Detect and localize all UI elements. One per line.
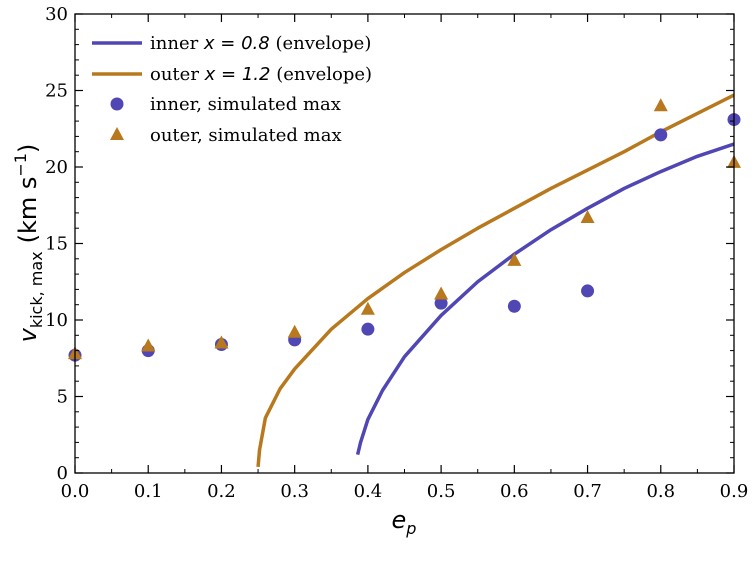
legend: inner x = 0.8 (envelope) outer x = 1.2 (… [92,33,372,146]
y-tick-label: 25 [45,81,68,102]
x-tick-label: 0.3 [280,481,309,502]
legend-label-inner-suffix: (envelope) [270,33,372,54]
y-axis-label-exp: −1 [11,153,30,177]
y-axis-label-sub: kick, max [27,251,46,328]
x-tick-label: 0.1 [134,481,163,502]
scatter-point-inner [434,296,448,310]
legend-label-inner-math: x = 0.8 [203,33,270,54]
scatter-point-outer [360,301,375,315]
scatter-point-inner [507,299,521,313]
y-tick-label: 5 [57,387,68,408]
legend-label-inner-simulated: inner, simulated max [150,94,341,115]
legend-marker-inner-circle [110,97,124,111]
x-axis-label-main: e [392,506,407,534]
scatter-point-inner [581,284,595,298]
scatter-point-outer [434,286,449,300]
x-tick-label: 0.4 [354,481,383,502]
scatter-point-outer [507,252,522,266]
x-axis-label: ep [392,506,417,538]
y-axis-label: vkick, max (km s−1) [11,144,46,343]
x-tick-label: 0.6 [500,481,529,502]
legend-label-inner-prefix: inner [150,33,204,54]
legend-label-outer-envelope: outer x = 1.2 (envelope) [150,64,372,85]
x-tick-label: 0.5 [427,481,456,502]
y-tick-label: 30 [45,4,68,25]
series-layer [256,93,734,468]
legend-label-outer-math: x = 1.2 [204,64,271,85]
legend-marker-outer-triangle [110,127,124,140]
scatter-point-inner [654,128,668,142]
scatter-point-inner [361,322,375,336]
y-axis-label-units: (km s [14,177,42,244]
scatter-point-outer [141,338,156,352]
y-tick-label: 20 [45,157,68,178]
y-tick-label: 10 [45,310,68,331]
x-tick-label: 0.8 [646,481,675,502]
scatter-point-outer [214,335,229,349]
scatter-point-outer [580,209,595,223]
tick-layer: 0.0 0.1 0.2 0.3 0.4 0.5 0.6 0.7 0.8 0.9 0 5 10 15 20 25… [45,4,748,502]
scatter-point-outer [287,324,302,338]
legend-label-outer-prefix: outer [150,64,205,85]
series-line-inner-envelope [355,142,734,456]
legend-label-outer-simulated: outer, simulated max [150,125,342,146]
scatter-point-outer [653,98,668,112]
legend-label-outer-suffix: (envelope) [270,64,372,85]
series-line-outer-envelope [256,93,734,468]
x-tick-label: 0.2 [207,481,236,502]
y-axis-label-main: v [14,327,42,342]
x-tick-label: 0.7 [573,481,602,502]
x-tick-label: 0.9 [720,481,749,502]
x-tick-label: 0.0 [61,481,90,502]
x-axis-label-sub: p [405,519,416,538]
y-axis-label-close: ) [14,144,42,153]
legend-label-inner-envelope: inner x = 0.8 (envelope) [150,33,371,54]
y-tick-label: 0 [57,463,68,484]
y-tick-label: 15 [45,234,68,255]
